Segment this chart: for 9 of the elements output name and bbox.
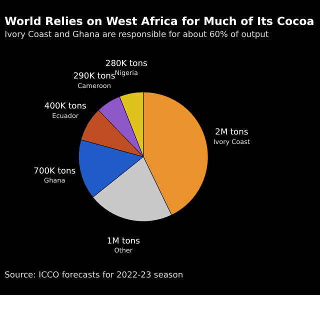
data-label: 280K tons [105,58,148,68]
chart-title: World Relies on West Africa for Much of Its Cocoa [4,14,314,28]
data-label: 2M tons [215,126,248,137]
data-label: 700K tons [34,165,76,176]
source-note: Source: ICCO forecasts for 2022-23 season [4,269,184,280]
chart-subtitle: Ivory Coast and Ghana are responsible for about 60% of output [4,28,270,39]
data-label: 400K tons [44,100,86,111]
data-label: 290K tons [73,70,116,81]
data-label: 1M tons [106,235,140,246]
